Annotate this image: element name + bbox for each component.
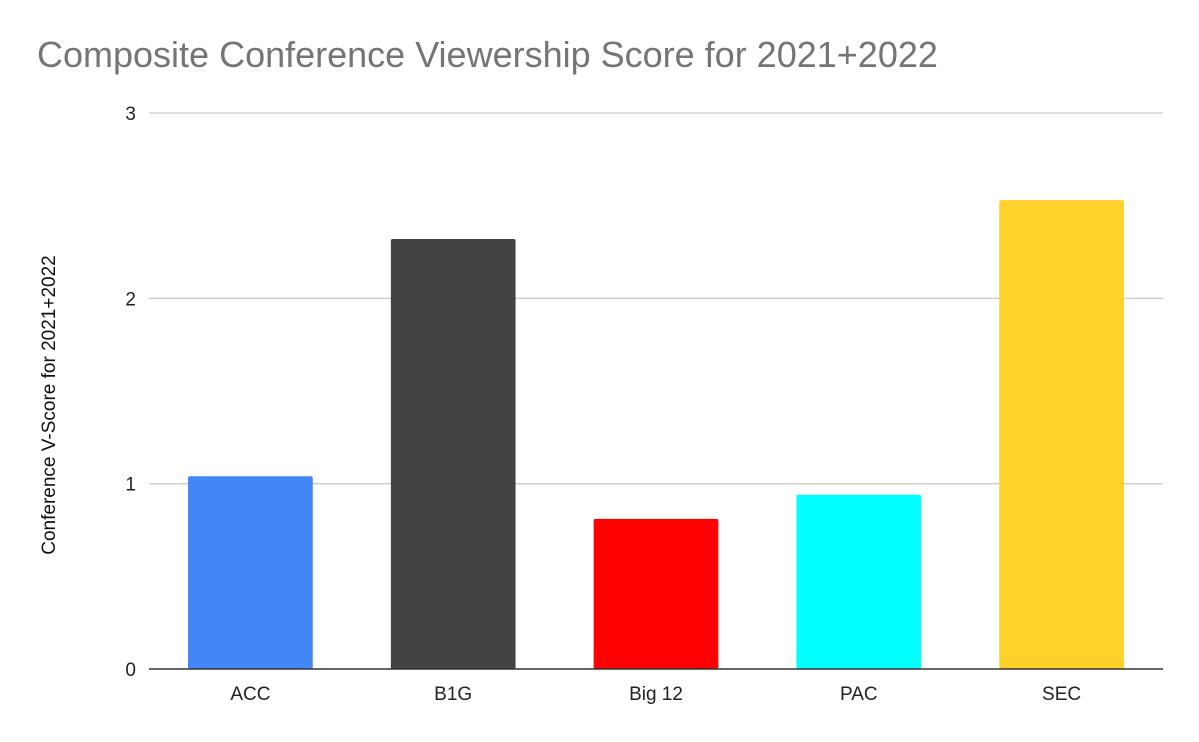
y-tick-label: 2 xyxy=(125,289,136,310)
bar-sec xyxy=(999,200,1124,669)
chart-title: Composite Conference Viewership Score fo… xyxy=(37,34,938,75)
y-axis-ticks: 0 1 2 3 xyxy=(125,104,136,681)
x-axis-ticks: ACC B1G Big 12 PAC SEC xyxy=(149,668,1163,705)
x-tick-label: SEC xyxy=(1042,684,1081,705)
gridlines xyxy=(149,112,1163,485)
bars xyxy=(188,200,1124,669)
y-tick-label: 1 xyxy=(125,475,136,496)
x-tick-label: PAC xyxy=(840,684,878,705)
bar-b1g xyxy=(390,239,516,669)
y-axis-title: Conference V-Score for 2021+2022 xyxy=(39,255,60,554)
x-tick-label: Big 12 xyxy=(629,684,683,705)
bar-pac xyxy=(796,494,922,669)
y-tick-label: 3 xyxy=(125,104,136,125)
y-tick-label: 0 xyxy=(125,660,136,681)
bar-big-12 xyxy=(593,518,719,669)
x-tick-label: ACC xyxy=(230,684,270,705)
x-tick-label: B1G xyxy=(434,684,472,705)
bar-acc xyxy=(188,476,313,669)
